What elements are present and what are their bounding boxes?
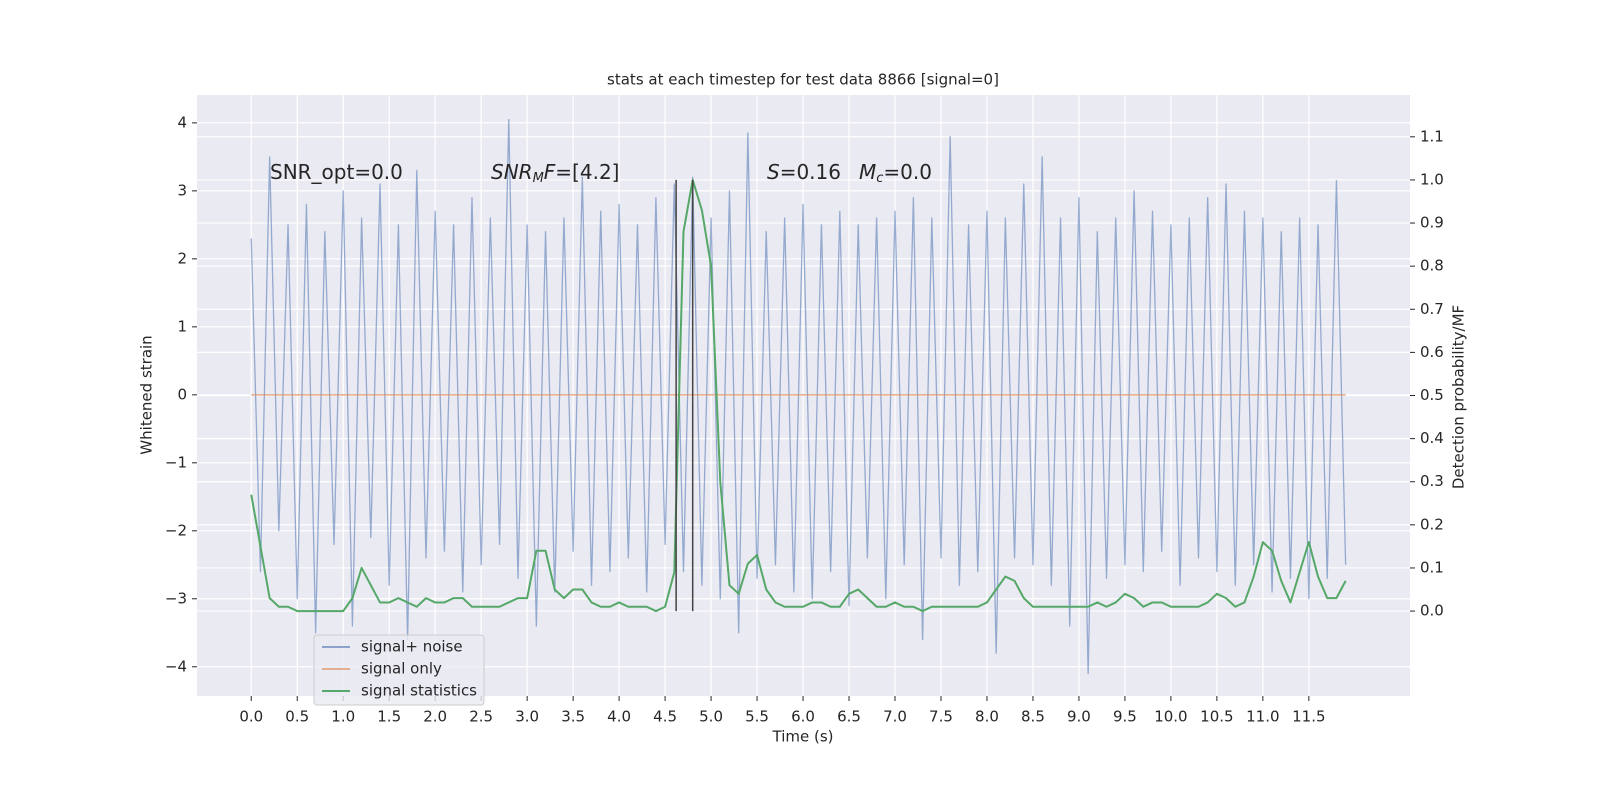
series-line [250,178,1347,613]
y-tick-label: 1 [177,317,187,335]
y2-tick-label: 1.0 [1420,170,1444,188]
x-tick-label: 11.5 [1292,708,1325,726]
x-tick-label: 9.5 [1113,708,1137,726]
y2-tick-label: 0.7 [1420,300,1444,318]
chart-title: stats at each timestep for test data 886… [607,71,999,89]
annotation: SNRMF=[4.2] [491,160,619,186]
x-tick-label: 1.5 [377,708,401,726]
y2-tick-label: 0.1 [1420,558,1444,576]
x-tick-label: 5.0 [699,708,723,726]
x-tick-label: 3.0 [515,708,539,726]
y-tick-label: 2 [177,249,187,267]
y2-tick-label: 0.0 [1420,602,1444,620]
x-tick-label: 7.5 [929,708,953,726]
y-tick-label: −3 [165,589,187,607]
x-tick-label: 2.0 [423,708,447,726]
x-tick-label: 6.0 [791,708,815,726]
y2-tick-label: 0.3 [1420,472,1444,490]
x-tick-label: 3.5 [561,708,585,726]
y-tick-label: 3 [177,181,187,199]
series-line [250,118,1347,675]
x-tick-label: 10.0 [1154,708,1187,726]
annotation: Mc=0.0 [859,160,932,186]
y2-tick-label: 0.5 [1420,386,1444,404]
annotation-part: SNR_opt=0.0 [270,160,403,184]
x-tick-label: 0.5 [285,708,309,726]
y-tick-label: 0 [177,385,187,403]
annotation: S=0.16 [767,160,841,184]
x-tick-label: 1.0 [331,708,355,726]
annotation-part: =0.0 [883,160,932,184]
x-tick-label: 10.5 [1200,708,1233,726]
x-tick-label: 7.0 [883,708,907,726]
x-tick-label: 8.0 [975,708,999,726]
legend-box [313,634,485,706]
y2-tick-label: 0.2 [1420,515,1444,533]
y2-tick-label: 0.6 [1420,343,1444,361]
x-tick-label: 8.5 [1021,708,1045,726]
legend-label: signal+ noise [361,638,463,656]
y-tick-label: −2 [165,521,187,539]
y2-tick-label: 0.9 [1420,214,1444,232]
x-tick-label: 9.0 [1067,708,1091,726]
annotation: SNR_opt=0.0 [270,160,403,184]
y2-axis-label: Detection probability/MF [1450,305,1468,489]
legend-label: signal only [361,660,442,678]
y2-tick-label: 1.1 [1420,127,1444,145]
x-tick-label: 2.5 [469,708,493,726]
x-axis-label: Time (s) [772,728,834,746]
legend-label: signal statistics [361,682,477,700]
annotation-part: S [767,160,780,184]
annotation-part: M [533,171,544,186]
annotation-part: =0.16 [780,160,841,184]
x-tick-label: 4.0 [607,708,631,726]
y-axis-label: Whitened strain [138,335,156,454]
y-tick-label: 4 [177,113,187,131]
x-tick-label: 5.5 [745,708,769,726]
x-tick-label: 11.0 [1246,708,1279,726]
y2-tick-label: 0.8 [1420,257,1444,275]
x-tick-label: 4.5 [653,708,677,726]
x-tick-label: 0.0 [239,708,263,726]
annotation-part: F [544,160,556,184]
y-tick-label: −4 [165,657,187,675]
annotation-part: SNR [491,160,533,184]
x-tick-label: 6.5 [837,708,861,726]
y-tick-label: −1 [165,453,187,471]
annotation-part: c [876,171,883,186]
annotation-part: M [859,160,876,184]
y2-tick-label: 0.4 [1420,429,1444,447]
annotation-part: =[4.2] [555,160,619,184]
